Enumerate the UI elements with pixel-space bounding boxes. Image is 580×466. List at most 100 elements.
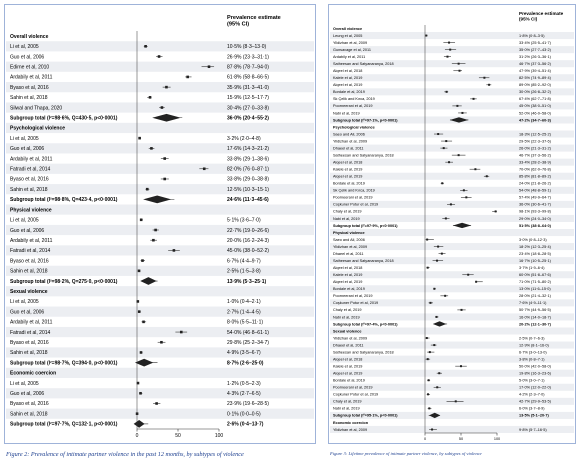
figure3-header-estimate: Prevalence estimate — [519, 11, 564, 16]
figure2-study-label: Sahin et al, 2018 — [10, 269, 48, 275]
figure2-study-marker — [139, 351, 143, 354]
figure2-study-marker — [207, 65, 211, 69]
figure3-section-label: Economic coercion — [333, 421, 369, 425]
figure3-estimate-text: 16·7% (10·5–25·1) — [519, 259, 552, 263]
figure3-estimate-text: 18·3% (12·5–25·2) — [519, 132, 552, 136]
figure2-study-label: Byaso et al, 2016 — [10, 340, 49, 346]
figure2-study-label: Fatradi et al, 2014 — [10, 167, 51, 173]
figure2-row-stripe — [6, 306, 314, 317]
figure2-estimate-text: 2·5% (1·5–3·8) — [227, 269, 261, 275]
figure2-study-marker — [142, 320, 145, 324]
figure2-row-stripe — [6, 82, 314, 93]
figure3-study-label: Bordale et al, 2019 — [333, 90, 365, 94]
figure2-estimate-text: 23·9% (19·6–28·5) — [227, 401, 269, 407]
figure2-pooled-marker — [140, 277, 157, 285]
figure3-study-marker — [458, 69, 461, 72]
figure3-estimate-text: 36·0% (30·6–41·7) — [519, 203, 552, 207]
figure3-estimate-text: 54·0% (48·8–59·1) — [519, 189, 552, 193]
figure2-pooled-marker — [133, 420, 145, 428]
figure3-row-stripe — [330, 186, 574, 194]
figure3-study-label: Coşkuner Potur et al, 2019 — [333, 301, 378, 305]
figure2-study-label: Li et al, 2005 — [10, 381, 39, 387]
figure2-estimate-text: 26·9% (23·3–31·1) — [227, 54, 269, 60]
figure2-study-label: Edirne et al, 2010 — [10, 64, 49, 70]
figure3-study-label: Ardabily et al, 2011 — [333, 55, 365, 59]
figure2-study-marker — [139, 391, 142, 395]
figure3-estimate-text: 3·0% (0·8–12·3) — [519, 238, 547, 242]
figure3-study-marker — [483, 76, 486, 79]
figure3-estimate-text: 6·0% (3·7–8·9) — [519, 407, 545, 411]
figure3-estimate-text: 45·0% (38·0–51·0) — [519, 104, 552, 108]
figure3-estimate-text: 13·5% (5·1–20·7) — [519, 414, 549, 418]
figure2-study-marker — [179, 330, 183, 334]
figure3-study-marker — [488, 83, 491, 86]
figure2-estimate-text: 1·2% (0·5–2·3) — [227, 381, 261, 387]
figure2-study-label: Guo et al, 2006 — [10, 228, 44, 234]
figure3-estimate-text: 89·0% (85·2–92·0) — [519, 83, 552, 87]
figure3-estimate-text: 82·5% (74·9–89·4) — [519, 76, 552, 80]
figure3-study-marker — [494, 210, 497, 213]
figure3-estimate-text: 46·7% (37·3–56·2) — [519, 62, 552, 66]
figure3-study-label: Alqeel et al, 2018 — [333, 357, 362, 361]
figure3-section-label: Overall violence — [333, 27, 362, 31]
figure3-study-marker — [442, 147, 445, 150]
figure2-section-label: Sexual violence — [10, 289, 48, 295]
figure3-study-label: Sk Çelik and Kırca, 2019 — [333, 189, 375, 193]
figure3-study-marker — [436, 259, 439, 262]
figure2-study-label: Sahin et al, 2018 — [10, 350, 48, 356]
figure3-study-label: Yildizhan et al, 2009 — [333, 139, 367, 143]
figure2-estimate-text: 2·6% (0·4–13·7) — [227, 422, 264, 428]
figure3-study-marker — [485, 175, 488, 178]
figure3-pooled-marker — [453, 222, 472, 229]
figure3-study-label: Alqeel et al, 2019 — [333, 280, 362, 284]
figure3-row-stripe — [330, 88, 574, 96]
figure2-study-label: Ardabily et al, 2011 — [10, 320, 53, 326]
figure2-subtotal-label: Subgroup total (I²=98·2%, Q=275·0, p<0·0… — [10, 279, 118, 285]
figure3-study-label: Satheesan and Satyanaranya, 2018 — [333, 62, 394, 66]
figure2-estimate-text: 12·5% (10·3–15·1) — [227, 187, 269, 193]
figure3-estimate-text: 18·2% (12·3–25·4) — [519, 245, 552, 249]
figure2-study-label: Li et al, 2005 — [10, 136, 39, 142]
figure3-study-label: Dhaeel et al, 2011 — [333, 252, 364, 256]
figure2-study-marker — [152, 238, 155, 242]
figure3-study-label: Chaly et al, 2019 — [333, 210, 362, 214]
figure2-estimate-text: 10·5% (8·3–13·0) — [227, 44, 267, 50]
figure3-estimate-text: 70·0% (62·0–76·8) — [519, 168, 552, 172]
figure3-caption: Figure 3: Lifetime prevalence of intimat… — [330, 451, 482, 456]
figure3-study-label: Yildizhan et al, 2009 — [333, 428, 367, 432]
figure3-estimate-text: 33·4% (25·5–41·7) — [519, 41, 552, 45]
figure2-study-marker — [150, 147, 153, 150]
figure3-x-tick-label: 50 — [459, 437, 463, 441]
figure2-study-label: Ardabily et al, 2011 — [10, 75, 53, 81]
figure2-study-marker — [163, 177, 167, 181]
figure2-section-label: Economic coercion — [10, 371, 56, 377]
figure3-study-marker — [438, 372, 441, 375]
figure3-study-marker — [445, 140, 448, 143]
figure3-estimate-text: 6·7% (3·0–13·0) — [519, 350, 547, 354]
figure2-estimate-text: 13·9% (5·3–25·1) — [227, 279, 267, 285]
figure2-estimate-text: 15·9% (12·5–17·7) — [227, 95, 269, 101]
figure2-estimate-text: 3·2% (2·0–4·8) — [227, 136, 261, 142]
figure3-study-marker — [426, 238, 429, 241]
figure3-section-label: Psychological violence — [333, 125, 375, 129]
figure3-study-marker — [426, 358, 429, 361]
figure3-study-label: Yildizhan et al, 2009 — [333, 336, 367, 340]
figure2-study-marker — [160, 340, 163, 344]
figure3-estimate-text: 42·7% (29·9–53·5) — [519, 400, 552, 404]
figure2-row-stripe — [6, 204, 314, 215]
figure3-estimate-text: 13·0% (11·6–15·0) — [519, 287, 551, 291]
figure3-estimate-text: 98·1% (93·3–99·8) — [519, 210, 552, 214]
figure3-row-stripe — [330, 299, 574, 307]
figure3-estimate-text: 33·4% (28·2–38·9) — [519, 161, 552, 165]
figure3-study-label: Leung et al, 2005 — [333, 34, 362, 38]
figure3-subtotal-label: Subgroup total (I²=97·9%, p<0·0001) — [333, 224, 398, 228]
figure3-study-marker — [457, 62, 460, 65]
figure2-study-marker — [202, 167, 206, 171]
figure2-study-label: Guo et al, 2006 — [10, 391, 44, 397]
figure3-study-label: Yildizhan et al, 2009 — [333, 41, 367, 45]
figure2-row-stripe — [6, 224, 314, 236]
figure2-row-stripe — [6, 163, 314, 174]
figure3-study-marker — [433, 344, 436, 347]
figure3-study-label: Poorneerani et al, 2019 — [333, 294, 372, 298]
figure3-study-marker — [445, 90, 448, 93]
